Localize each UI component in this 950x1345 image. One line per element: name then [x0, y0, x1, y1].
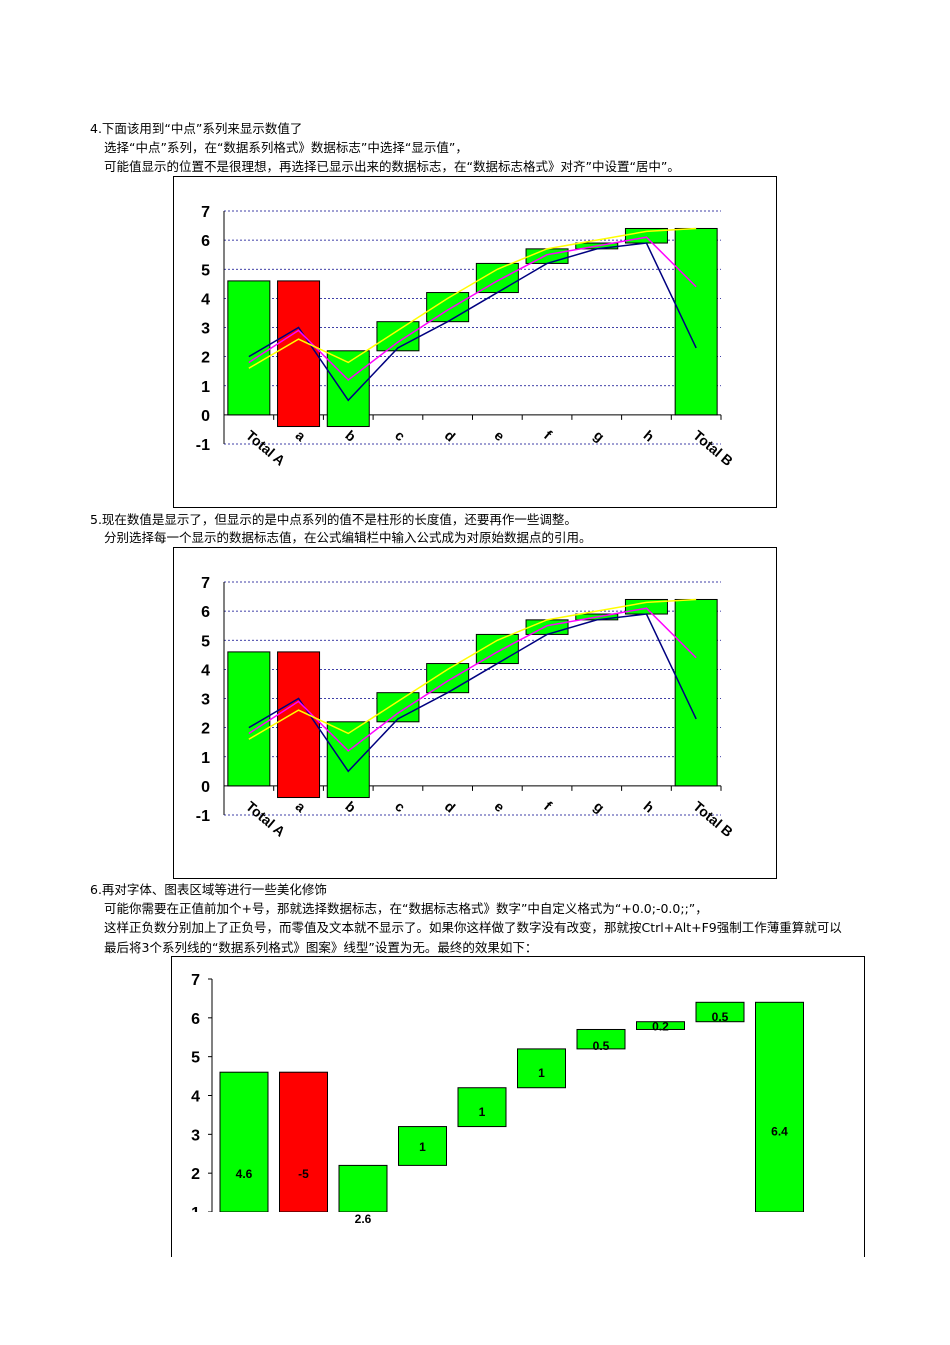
- chart2-y-tick-label: 7: [201, 575, 210, 592]
- chart1-category-label: h: [641, 427, 658, 445]
- chart2-category-label: Total A: [243, 798, 288, 840]
- chart2-y-tick-label: 4: [201, 662, 210, 679]
- section6-heading: 6.再对字体、图表区域等进行一些美化修饰: [90, 882, 327, 897]
- chart2-frame: 7 6 5 4 3 2 1 0 -1 Total A a b c d e f g h Total B: [173, 547, 777, 879]
- chart2-category-label: b: [342, 798, 359, 816]
- chart2-category-label: d: [442, 798, 459, 816]
- chart2-series-line: [248, 613, 697, 773]
- section6-line3: 最后将3个系列线的“数据系列格式》图案》线型”设置为无。最终的效果如下：: [104, 940, 538, 955]
- chart1-svg: 7 6 5 4 3 2 1 0 -1 Total A a b c d e f g h Total B: [196, 204, 736, 469]
- section4-line1: 选择“中点”系列，在“数据系列格式》数据标志”中选择“显示值”，: [104, 140, 468, 155]
- chart1-y-tick-label: 6: [201, 233, 210, 250]
- chart3-data-label: 1: [419, 1140, 426, 1154]
- chart1-bar: [326, 350, 370, 428]
- chart1-y-tick-label: 7: [201, 204, 210, 221]
- chart2-y-tick-label: 3: [201, 692, 210, 709]
- chart1-bar: [277, 280, 321, 428]
- chart1-y-tick-label: 1: [201, 379, 210, 396]
- chart1-category-label: e: [491, 427, 507, 444]
- chart3-data-label: -5: [298, 1167, 309, 1181]
- chart2-bar: [525, 619, 569, 635]
- chart1-y-tick-label: 5: [201, 262, 210, 279]
- chart2-category-label: h: [641, 798, 658, 816]
- chart2-y-tick-label: 6: [201, 604, 210, 621]
- chart1-y-tick-label: 4: [201, 291, 210, 308]
- chart2-bar: [674, 598, 718, 787]
- chart3-y-tick-label: 2: [191, 1166, 200, 1183]
- chart2-category-label: c: [392, 798, 408, 815]
- chart1-y-tick-label: 3: [201, 321, 210, 338]
- section6-line2: 这样正负数分别加上了正负号，而零值及文本就不显示了。如果你这样做了数字没有改变，…: [104, 920, 842, 935]
- chart2-series-line: [248, 598, 697, 740]
- chart3-y-tick-label: 3: [191, 1127, 200, 1144]
- chart1-category-label: a: [293, 427, 309, 444]
- chart3-bar: [398, 1126, 447, 1166]
- chart1-y-tick-label: 2: [201, 350, 210, 367]
- chart1-series-line: [248, 227, 697, 369]
- chart3-y-tick-label: 6: [191, 1011, 200, 1028]
- chart2-category-label: g: [591, 798, 608, 816]
- chart1-category-label: Total B: [690, 427, 736, 469]
- chart2-bar: [376, 692, 420, 723]
- chart3-bar: [279, 1071, 328, 1213]
- chart3-data-label: 1: [538, 1066, 545, 1080]
- chart3-y-tick-label: 7: [191, 972, 200, 989]
- chart1-frame: 7 6 5 4 3 2 1 0 -1 Total A a b c d e f g h Total B: [173, 176, 777, 508]
- chart3-svg: 7 6 5 4 3 2 1: [191, 972, 804, 1222]
- section4-heading: 4.下面该用到“中点”系列来显示数值了: [90, 121, 303, 136]
- chart2-y-tick-label: -1: [196, 808, 210, 825]
- chart3-data-label: 0.2: [652, 1020, 669, 1034]
- chart3-data-label: 0.5: [593, 1039, 610, 1053]
- chart3-bar: [636, 1021, 685, 1030]
- chart1-category-label: b: [342, 427, 359, 445]
- section5-line1: 分别选择每一个显示的数据标志值，在公式编辑栏中输入公式成为对原始数据点的引用。: [104, 530, 592, 545]
- chart3-y-tick-label: 4: [191, 1089, 200, 1106]
- chart3-bar: [517, 1048, 566, 1089]
- chart1-series-line: [248, 242, 697, 402]
- chart1-bar: [674, 227, 718, 416]
- chart3-bar: [695, 1001, 745, 1023]
- chart2-category-label: f: [541, 798, 555, 813]
- chart1-bar: [525, 248, 569, 264]
- chart2-y-tick-label: 0: [201, 779, 210, 796]
- chart1-bar: [376, 321, 420, 352]
- chart3-y-tick-label: 5: [191, 1050, 200, 1067]
- chart2-y-tick-label: 1: [201, 750, 210, 767]
- chart1-category-label: g: [591, 427, 608, 445]
- chart3-data-label: 0.5: [712, 1010, 729, 1024]
- chart1-y-tick-label: -1: [196, 437, 210, 454]
- chart2-series-line: [248, 607, 697, 752]
- chart3-data-label: 4.6: [236, 1167, 253, 1181]
- chart1-category-label: c: [392, 427, 408, 444]
- chart1-series-line: [248, 236, 697, 381]
- chart2-y-tick-label: 5: [201, 633, 210, 650]
- chart2-category-label: a: [293, 798, 309, 815]
- chart1-category-label: d: [442, 427, 459, 445]
- chart2-category-label: e: [491, 798, 507, 815]
- chart1-category-label: Total A: [243, 427, 288, 469]
- chart3-data-label: 1: [479, 1105, 486, 1119]
- chart3-bar: [219, 1071, 269, 1213]
- chart2-category-label: Total B: [690, 798, 736, 840]
- chart3-label-layer: 4.6 -5 2.6 1 1 1 0.5 0.2 0.5 6.4: [236, 1010, 789, 1226]
- chart1-category-label: f: [541, 427, 555, 442]
- chart3-frame: 7 6 5 4 3 2 1 4.6 -5 2.6 1 1 1 0.5 0.2 0.5 6.4: [171, 956, 865, 1257]
- section5-heading: 5.现在数值是显示了，但显示的是中点系列的值不是柱形的长度值，还要再作一些调整。: [90, 512, 577, 527]
- chart1-y-tick-label: 0: [201, 408, 210, 425]
- chart2-svg: 7 6 5 4 3 2 1 0 -1 Total A a b c d e f g h Total B: [196, 575, 736, 840]
- chart3-data-label: 2.6: [355, 1212, 372, 1226]
- chart3-data-label: 6.4: [771, 1124, 788, 1138]
- chart3-bar: [457, 1087, 507, 1128]
- chart2-bar: [277, 651, 321, 799]
- chart2-bar: [326, 721, 370, 799]
- section4-line2: 可能值显示的位置不是很理想，再选择已显示出来的数据标志，在“数据标志格式》对齐”…: [104, 159, 680, 174]
- chart3-bar: [576, 1028, 626, 1050]
- chart2-y-tick-label: 2: [201, 721, 210, 738]
- chart3-bar: [755, 1001, 804, 1213]
- section6-line1: 可能你需要在正值前加个+号，那就选择数据标志，在“数据标志格式》数字”中自定义格…: [104, 901, 708, 916]
